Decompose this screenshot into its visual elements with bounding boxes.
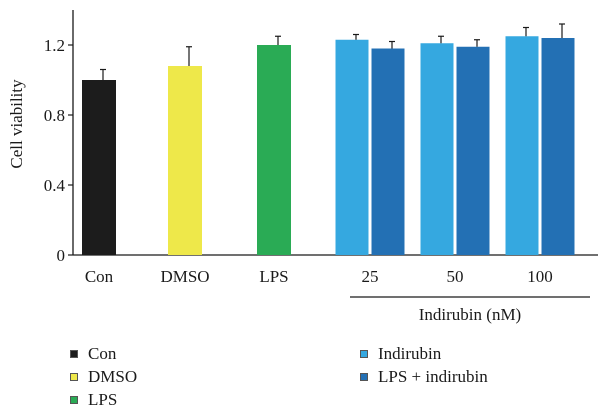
legend-label: DMSO [88, 367, 138, 386]
bar-indirubin-50 [420, 43, 454, 255]
bar-lps-indirubin-25 [371, 48, 405, 255]
bar-dmso-DMSO [168, 66, 202, 255]
legend-right: Indirubin LPS + indirubin [360, 342, 488, 388]
legend-label: LPS + indirubin [378, 367, 488, 386]
legend-left: Con DMSO LPS [70, 342, 137, 411]
group-label: Indirubin (nM) [419, 305, 521, 324]
tick-labels: 0 0.4 0.8 1.2 Con DMSO LPS 25 50 100 [44, 36, 553, 286]
y-tick-label: 0 [57, 246, 66, 265]
legend-swatch [70, 349, 78, 358]
bar-lps-indirubin-100 [541, 38, 575, 255]
legend-swatch [70, 395, 78, 404]
y-tick-label: 0.8 [44, 106, 65, 125]
y-tick-label: 1.2 [44, 36, 65, 55]
legend-item: LPS [70, 388, 137, 411]
x-tick-label: DMSO [160, 267, 209, 286]
x-tick-label: Con [85, 267, 114, 286]
x-tick-label: 100 [527, 267, 553, 286]
legend-label: Con [88, 344, 117, 363]
x-tick-label: LPS [259, 267, 288, 286]
bar-indirubin-100 [505, 36, 539, 255]
legend-item: Con [70, 342, 137, 365]
y-tick-label: 0.4 [44, 176, 66, 195]
legend-swatch [70, 372, 78, 381]
x-tick-label: 25 [362, 267, 379, 286]
legend-item: Indirubin [360, 342, 488, 365]
bar-con-Con [82, 80, 116, 255]
legend-item: DMSO [70, 365, 137, 388]
legend-swatch [360, 349, 368, 358]
bar-chart: 0 0.4 0.8 1.2 Con DMSO LPS 25 50 100 Cell viabili… [7, 10, 598, 324]
bar-lps-indirubin-50 [456, 46, 490, 255]
legend-label: Indirubin [378, 344, 442, 363]
bars [82, 23, 575, 255]
bar-lps-LPS [257, 45, 291, 255]
y-axis-label: Cell viability [7, 79, 26, 169]
x-tick-label: 50 [447, 267, 464, 286]
legend-item: LPS + indirubin [360, 365, 488, 388]
legend-swatch [360, 372, 368, 381]
legend-label: LPS [88, 390, 118, 409]
bar-indirubin-25 [335, 39, 369, 255]
